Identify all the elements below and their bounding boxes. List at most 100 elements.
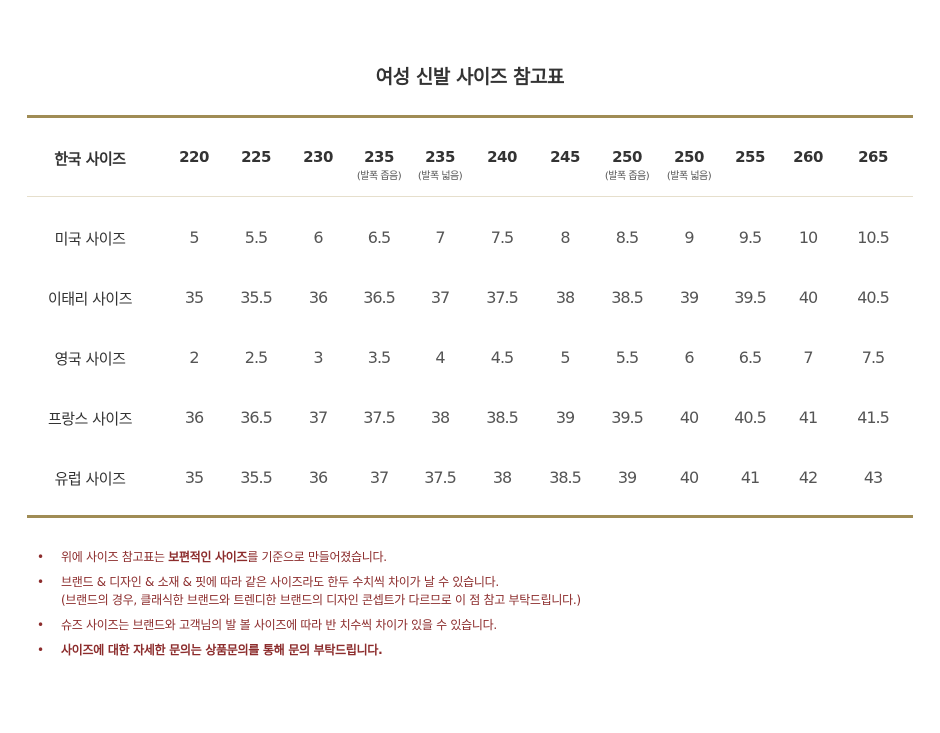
table-top-rule bbox=[27, 115, 913, 118]
header-width-note: (발폭 넓음) bbox=[666, 171, 712, 182]
header-size: 250 bbox=[674, 148, 704, 166]
header-width-note: (발폭 좁음) bbox=[356, 171, 402, 182]
size-cell: 8.5 bbox=[615, 228, 639, 247]
note-text: 를 기준으로 만들어졌습니다. bbox=[247, 550, 387, 564]
note-text: 브랜드 & 디자인 & 소재 & 핏에 따라 같은 사이즈라도 한두 수치씩 차… bbox=[61, 575, 499, 589]
header-size: 240 bbox=[487, 148, 517, 166]
size-cell: 40 bbox=[679, 408, 699, 427]
size-cell: 10.5 bbox=[857, 228, 890, 247]
header-size-cell: 235 (발폭 좁음) bbox=[356, 148, 402, 182]
size-cell: 6 bbox=[313, 228, 323, 247]
size-cell: 37 bbox=[369, 468, 389, 487]
size-cell: 41.5 bbox=[857, 408, 890, 427]
header-size: 260 bbox=[793, 148, 823, 166]
note-text: 위에 사이즈 참고표는 bbox=[61, 550, 169, 564]
note-text: (브랜드의 경우, 클래식한 브랜드와 트렌디한 브랜드의 디자인 콘셉트가 다… bbox=[61, 593, 581, 607]
size-cell: 39.5 bbox=[611, 408, 644, 427]
size-cell: 36.5 bbox=[363, 288, 396, 307]
size-cell: 6.5 bbox=[367, 228, 391, 247]
size-cell: 37 bbox=[430, 288, 450, 307]
size-cell: 4 bbox=[435, 348, 445, 367]
size-cell: 40.5 bbox=[857, 288, 890, 307]
size-cell: 7 bbox=[803, 348, 813, 367]
size-cell: 35.5 bbox=[240, 288, 273, 307]
size-cell: 38.5 bbox=[611, 288, 644, 307]
header-size-cell: 235 (발폭 넓음) bbox=[417, 148, 463, 182]
header-size-cell: 250 (발폭 좁음) bbox=[604, 148, 650, 182]
size-cell: 10 bbox=[798, 228, 818, 247]
size-cell: 4.5 bbox=[490, 348, 514, 367]
note-item: • 슈즈 사이즈는 브랜드와 고객님의 발 볼 사이즈에 따라 반 치수씩 차이… bbox=[37, 616, 917, 634]
size-cell: 38.5 bbox=[486, 408, 519, 427]
size-cell: 36.5 bbox=[240, 408, 273, 427]
page-title: 여성 신발 사이즈 참고표 bbox=[375, 66, 565, 88]
row-label: 이태리 사이즈 bbox=[47, 290, 133, 308]
size-cell: 40.5 bbox=[734, 408, 767, 427]
size-cell: 5 bbox=[560, 348, 570, 367]
size-cell: 6.5 bbox=[738, 348, 762, 367]
header-size: 265 bbox=[858, 148, 888, 166]
size-cell: 9.5 bbox=[738, 228, 762, 247]
size-cell: 9 bbox=[684, 228, 694, 247]
size-cell: 37.5 bbox=[424, 468, 457, 487]
header-size-cell: 220 bbox=[179, 148, 209, 166]
header-width-note: (발폭 넓음) bbox=[417, 171, 463, 182]
size-cell: 39 bbox=[679, 288, 699, 307]
header-size: 220 bbox=[179, 148, 209, 166]
header-size-cell: 255 bbox=[735, 148, 765, 166]
size-cell: 6 bbox=[684, 348, 694, 367]
size-cell: 41 bbox=[798, 408, 818, 427]
header-size: 230 bbox=[303, 148, 333, 166]
header-size: 245 bbox=[550, 148, 580, 166]
header-divider bbox=[27, 196, 913, 197]
bullet-icon: • bbox=[37, 618, 44, 632]
size-cell: 38 bbox=[492, 468, 512, 487]
size-cell: 40 bbox=[798, 288, 818, 307]
bullet-icon: • bbox=[37, 575, 44, 589]
note-text: 슈즈 사이즈는 브랜드와 고객님의 발 볼 사이즈에 따라 반 치수씩 차이가 … bbox=[61, 618, 497, 632]
size-cell: 7 bbox=[435, 228, 445, 247]
bullet-icon: • bbox=[37, 550, 44, 564]
header-label: 한국 사이즈 bbox=[54, 150, 126, 168]
bullet-icon: • bbox=[37, 643, 44, 657]
size-cell: 39 bbox=[555, 408, 575, 427]
size-cell: 42 bbox=[798, 468, 818, 487]
header-size: 250 bbox=[612, 148, 642, 166]
size-cell: 2 bbox=[189, 348, 199, 367]
header-size-cell: 245 bbox=[550, 148, 580, 166]
table-bottom-rule bbox=[27, 515, 913, 518]
size-cell: 37 bbox=[308, 408, 328, 427]
size-cell: 37.5 bbox=[486, 288, 519, 307]
header-size: 235 bbox=[364, 148, 394, 166]
size-cell: 39 bbox=[617, 468, 637, 487]
size-cell: 39.5 bbox=[734, 288, 767, 307]
header-size-cell: 230 bbox=[303, 148, 333, 166]
note-emphasis: 보편적인 사이즈 bbox=[168, 550, 248, 564]
note-item: • 위에 사이즈 참고표는 보편적인 사이즈를 기준으로 만들어졌습니다. bbox=[37, 548, 917, 566]
size-cell: 35 bbox=[184, 468, 204, 487]
size-cell: 5 bbox=[189, 228, 199, 247]
header-width-note: (발폭 좁음) bbox=[604, 171, 650, 182]
header-size: 255 bbox=[735, 148, 765, 166]
size-cell: 5.5 bbox=[615, 348, 639, 367]
row-label: 프랑스 사이즈 bbox=[47, 410, 133, 428]
size-cell: 38 bbox=[555, 288, 575, 307]
notes-list: • 위에 사이즈 참고표는 보편적인 사이즈를 기준으로 만들어졌습니다. • … bbox=[37, 548, 917, 666]
note-item: • 브랜드 & 디자인 & 소재 & 핏에 따라 같은 사이즈라도 한두 수치씩… bbox=[37, 573, 917, 609]
size-cell: 7.5 bbox=[490, 228, 514, 247]
header-size: 225 bbox=[241, 148, 271, 166]
size-cell: 2.5 bbox=[244, 348, 268, 367]
row-label: 미국 사이즈 bbox=[54, 230, 126, 248]
size-cell: 38 bbox=[430, 408, 450, 427]
header-size-cell: 250 (발폭 넓음) bbox=[666, 148, 712, 182]
size-cell: 35.5 bbox=[240, 468, 273, 487]
header-size-cell: 260 bbox=[793, 148, 823, 166]
row-label: 유럽 사이즈 bbox=[54, 470, 126, 488]
header-size-cell: 265 bbox=[858, 148, 888, 166]
header-size: 235 bbox=[425, 148, 455, 166]
note-item: • 사이즈에 대한 자세한 문의는 상품문의를 통해 문의 부탁드립니다. bbox=[37, 641, 917, 659]
row-label: 영국 사이즈 bbox=[54, 350, 126, 368]
size-cell: 36 bbox=[184, 408, 204, 427]
size-cell: 37.5 bbox=[363, 408, 396, 427]
